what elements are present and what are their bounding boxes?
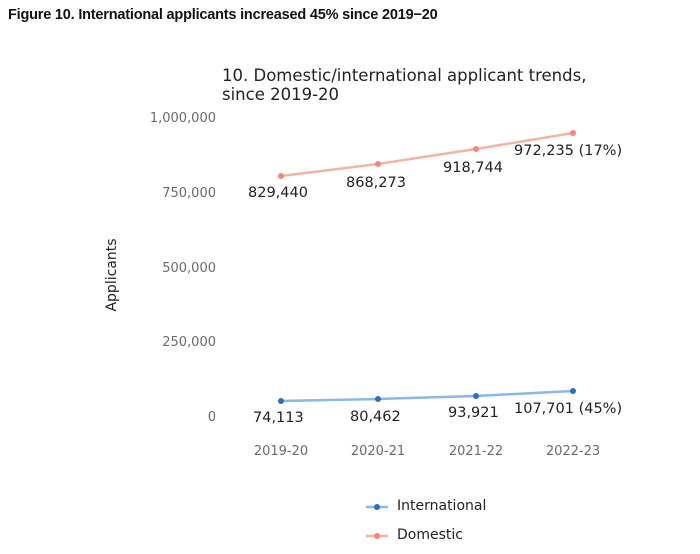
y-tick: 0 xyxy=(207,410,216,425)
chart-title-line1: 10. Domestic/international applicant tre… xyxy=(222,66,587,85)
domestic-markers xyxy=(278,130,576,179)
y-tick: 500,000 xyxy=(162,261,216,276)
legend-label: Domestic xyxy=(397,527,463,543)
x-tick: 2019-20 xyxy=(253,444,309,459)
international-label: 93,921 xyxy=(448,405,499,421)
domestic-label: 868,273 xyxy=(346,175,406,191)
domestic-label: 972,235 (17%) xyxy=(514,143,623,159)
x-tick: 2022-23 xyxy=(545,444,601,459)
legend-label: International xyxy=(397,498,487,514)
international-line xyxy=(280,389,574,403)
y-tick: 750,000 xyxy=(162,186,216,201)
figure-caption: Figure 10. International applicants incr… xyxy=(8,7,438,23)
y-tick: 1,000,000 xyxy=(149,111,216,126)
international-label: 74,113 xyxy=(253,410,304,426)
chart-title: 10. Domestic/international applicant tre… xyxy=(222,66,586,104)
domestic-label: 829,440 xyxy=(248,185,308,201)
international-label: 80,462 xyxy=(350,409,401,425)
domestic-line xyxy=(280,131,574,178)
chart-title-line2: since 2019-20 xyxy=(222,85,340,104)
legend-international[interactable]: International xyxy=(397,498,486,514)
international-label: 107,701 (45%) xyxy=(514,401,623,417)
x-tick: 2020-21 xyxy=(350,444,406,459)
international-markers xyxy=(278,388,576,404)
y-tick: 250,000 xyxy=(162,335,216,350)
legend-domestic[interactable]: Domestic xyxy=(397,527,463,543)
x-tick: 2021-22 xyxy=(448,444,504,459)
domestic-label: 918,744 xyxy=(443,160,503,176)
